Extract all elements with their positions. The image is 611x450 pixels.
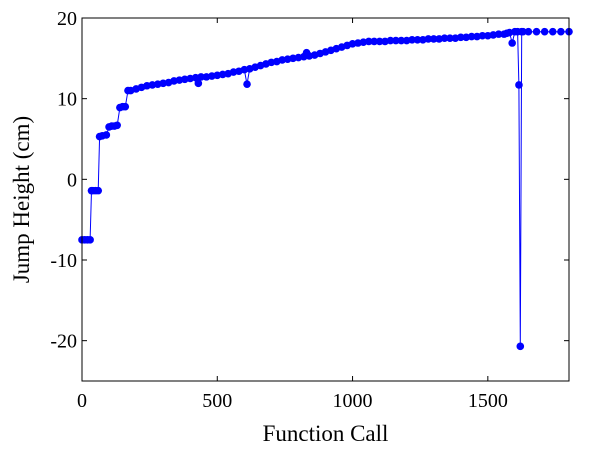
data-point bbox=[456, 33, 465, 42]
data-point bbox=[113, 121, 121, 130]
plot-frame bbox=[81, 17, 570, 382]
y-axis-ticks: -20 -10 0 10 20 bbox=[50, 8, 569, 353]
data-point bbox=[392, 36, 400, 45]
data-point bbox=[386, 36, 395, 45]
data-point bbox=[243, 80, 251, 88]
data-point bbox=[467, 32, 476, 41]
x-axis-ticks: 0 500 1000 1500 bbox=[77, 18, 508, 412]
data-point bbox=[194, 79, 203, 88]
data-point bbox=[548, 27, 557, 36]
data-point bbox=[397, 36, 406, 45]
data-point bbox=[515, 81, 523, 89]
data-point bbox=[557, 27, 565, 36]
data-point bbox=[440, 34, 449, 42]
data-point bbox=[121, 102, 130, 111]
data-point bbox=[516, 342, 525, 351]
data-point bbox=[519, 27, 527, 36]
y-tick-label: 0 bbox=[67, 169, 77, 191]
y-tick-label: 20 bbox=[57, 8, 77, 30]
data-point bbox=[532, 27, 541, 36]
data-point bbox=[86, 236, 94, 244]
data-point bbox=[102, 131, 111, 139]
y-axis-label: Jump Height (cm) bbox=[9, 116, 34, 283]
data-point bbox=[375, 37, 384, 46]
x-tick-label: 0 bbox=[77, 390, 87, 412]
data-point bbox=[94, 186, 103, 195]
data-point bbox=[540, 27, 549, 36]
plot-lines bbox=[82, 31, 569, 347]
x-tick-label: 1000 bbox=[333, 390, 373, 412]
data-point bbox=[370, 37, 379, 46]
data-point bbox=[408, 35, 416, 44]
x-tick-label: 500 bbox=[202, 390, 232, 412]
data-point bbox=[413, 35, 422, 44]
x-tick-label: 1500 bbox=[468, 390, 508, 412]
data-point bbox=[364, 37, 373, 46]
plot-points bbox=[78, 27, 573, 351]
y-tick-label: -20 bbox=[50, 331, 77, 353]
data-point bbox=[197, 73, 205, 81]
x-axis-label: Function Call bbox=[263, 421, 389, 446]
data-point bbox=[424, 35, 433, 43]
data-point bbox=[446, 34, 454, 42]
data-point bbox=[429, 35, 438, 43]
data-point bbox=[494, 30, 503, 38]
y-tick-label: 10 bbox=[57, 89, 77, 111]
data-point bbox=[524, 27, 533, 36]
y-tick-label: -10 bbox=[50, 250, 77, 272]
data-point bbox=[478, 31, 487, 40]
series-line bbox=[82, 31, 569, 347]
data-point bbox=[508, 39, 516, 47]
